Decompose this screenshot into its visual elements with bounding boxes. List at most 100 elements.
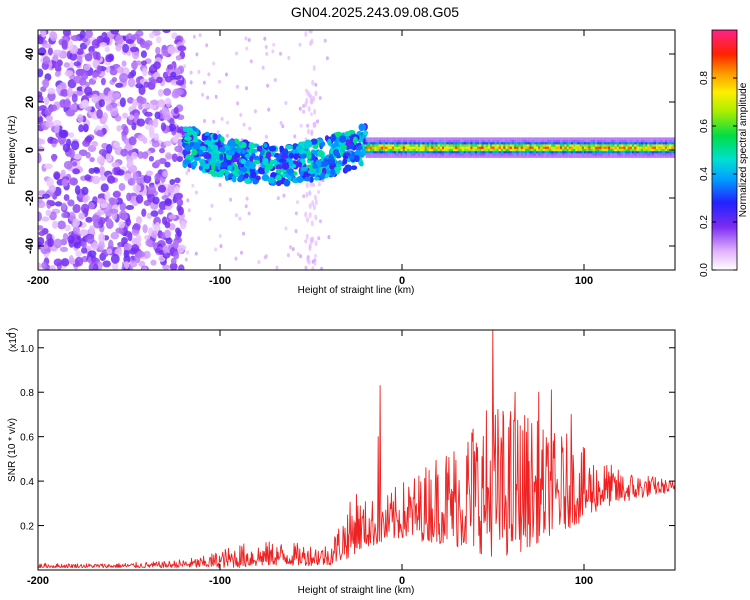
spectrogram-cell	[625, 153, 628, 156]
spectrogram-cell	[496, 141, 499, 145]
spectrogram-cell	[525, 146, 528, 149]
spectrogram-cell	[365, 148, 368, 152]
spectrogram-cell	[169, 179, 176, 185]
spectrogram-cell	[413, 139, 416, 143]
spectrogram-cell	[536, 139, 539, 143]
spectrogram-cell	[314, 199, 318, 206]
spectrogram-cell	[459, 153, 462, 156]
spectrogram-cell	[444, 150, 447, 154]
spectrogram-cell	[98, 148, 108, 156]
spectrogram-cell	[575, 141, 578, 145]
spectrogram-cell	[45, 120, 54, 128]
spectrogram-cell	[568, 155, 571, 158]
spectrogram-cell	[575, 139, 578, 143]
spectrogram-cell	[479, 144, 482, 147]
spectrogram-cell	[594, 146, 598, 149]
spectrogram-cell	[304, 139, 313, 148]
spectrogram-cell	[529, 155, 532, 158]
spectrogram-cell	[435, 148, 438, 152]
spectrogram-cell	[470, 146, 473, 149]
spectrogram-cell	[455, 155, 458, 158]
spectrogram-cell	[413, 155, 416, 158]
spectrogram-cell	[59, 246, 69, 253]
spectrogram-cell	[542, 150, 545, 154]
spectrogram-cell	[669, 155, 672, 158]
spectrogram-cell	[494, 141, 497, 145]
spectrogram-cell	[450, 148, 454, 152]
spectrogram-cell	[616, 146, 620, 149]
spectrogram-cell	[111, 76, 118, 83]
spectrogram-cell	[398, 139, 401, 143]
spectrogram-cell	[645, 137, 648, 140]
spectrogram-cell	[459, 137, 462, 140]
spectrogram-cell	[91, 71, 99, 78]
spectrogram-cell	[372, 144, 375, 147]
spectrogram-cell	[536, 146, 539, 149]
spectrogram-cell	[614, 146, 617, 149]
spectrogram-cell	[594, 153, 598, 156]
spectrogram-cell	[673, 137, 675, 140]
spectrogram-cell	[62, 30, 71, 37]
spectrogram-cell	[40, 244, 49, 250]
spectrogram-cell	[207, 72, 211, 77]
spectrogram-cell	[437, 146, 440, 149]
spectrogram-cell	[505, 148, 508, 152]
spectrogram-cell	[562, 137, 565, 140]
spectrogram-cell	[154, 221, 161, 231]
spectrogram-cell	[459, 155, 462, 158]
spectrogram-cell	[653, 148, 657, 152]
spectrogram-cell	[350, 165, 358, 171]
spectrogram-cell	[409, 153, 412, 156]
spectrogram-cell	[106, 248, 113, 255]
spectrogram-cell	[426, 139, 430, 143]
spectrogram-cell	[616, 137, 620, 140]
spectrogram-cell	[242, 122, 246, 127]
spectrogram-cell	[566, 146, 569, 149]
spectrogram-cell	[455, 144, 458, 147]
spectrogram-cell	[433, 155, 436, 158]
spectrogram-cell	[562, 153, 565, 156]
spectrogram-cell	[106, 143, 113, 154]
spectrogram-cell	[119, 97, 126, 108]
spectrogram-cell	[383, 144, 386, 147]
spectrogram-cell	[503, 153, 506, 156]
spectrogram-cell	[184, 136, 192, 141]
spectrogram-cell	[420, 141, 423, 145]
spectrogram-cell	[402, 150, 405, 154]
spectrogram-cell	[238, 175, 244, 183]
spectrogram-cell	[378, 137, 381, 140]
spectrogram-cell	[96, 65, 102, 75]
spectrogram-cell	[387, 148, 390, 152]
spectrogram-cell	[671, 155, 674, 158]
spectrogram-cell	[584, 155, 587, 158]
spectrogram-cell	[511, 150, 515, 154]
spectrogram-cell	[112, 191, 121, 198]
spectrogram-cell	[115, 227, 124, 234]
spectrogram-cell	[669, 137, 672, 140]
spectrogram-cell	[201, 92, 204, 97]
spectrogram-cell	[299, 254, 303, 259]
spectrogram-cell	[116, 66, 124, 74]
spectrogram-cell	[448, 141, 451, 145]
spectrogram-cell	[383, 153, 386, 156]
spectrogram-cell	[167, 64, 174, 70]
spectrogram-cell	[594, 155, 598, 158]
spectrogram-cell	[651, 144, 654, 147]
spectrogram-cell	[418, 150, 421, 154]
spectrogram-cell	[116, 169, 125, 176]
spectrogram-cell	[387, 150, 390, 154]
spectrogram-cell	[433, 137, 436, 140]
spectrogram-cell	[212, 61, 216, 66]
spectrogram-cell	[133, 112, 140, 119]
spectrogram-cell	[437, 144, 440, 147]
spectrogram-cell	[601, 141, 604, 145]
spectrogram-cell	[671, 146, 674, 149]
spectrogram-cell	[321, 160, 329, 167]
spectrogram-cell	[98, 166, 106, 176]
spectrogram-cell	[437, 150, 440, 154]
spectrogram-cell	[457, 148, 460, 152]
spectrogram-cell	[551, 144, 554, 147]
spectrogram-cell	[391, 155, 395, 158]
spectrogram-cell	[327, 138, 332, 146]
spectrogram-cell	[81, 247, 88, 254]
